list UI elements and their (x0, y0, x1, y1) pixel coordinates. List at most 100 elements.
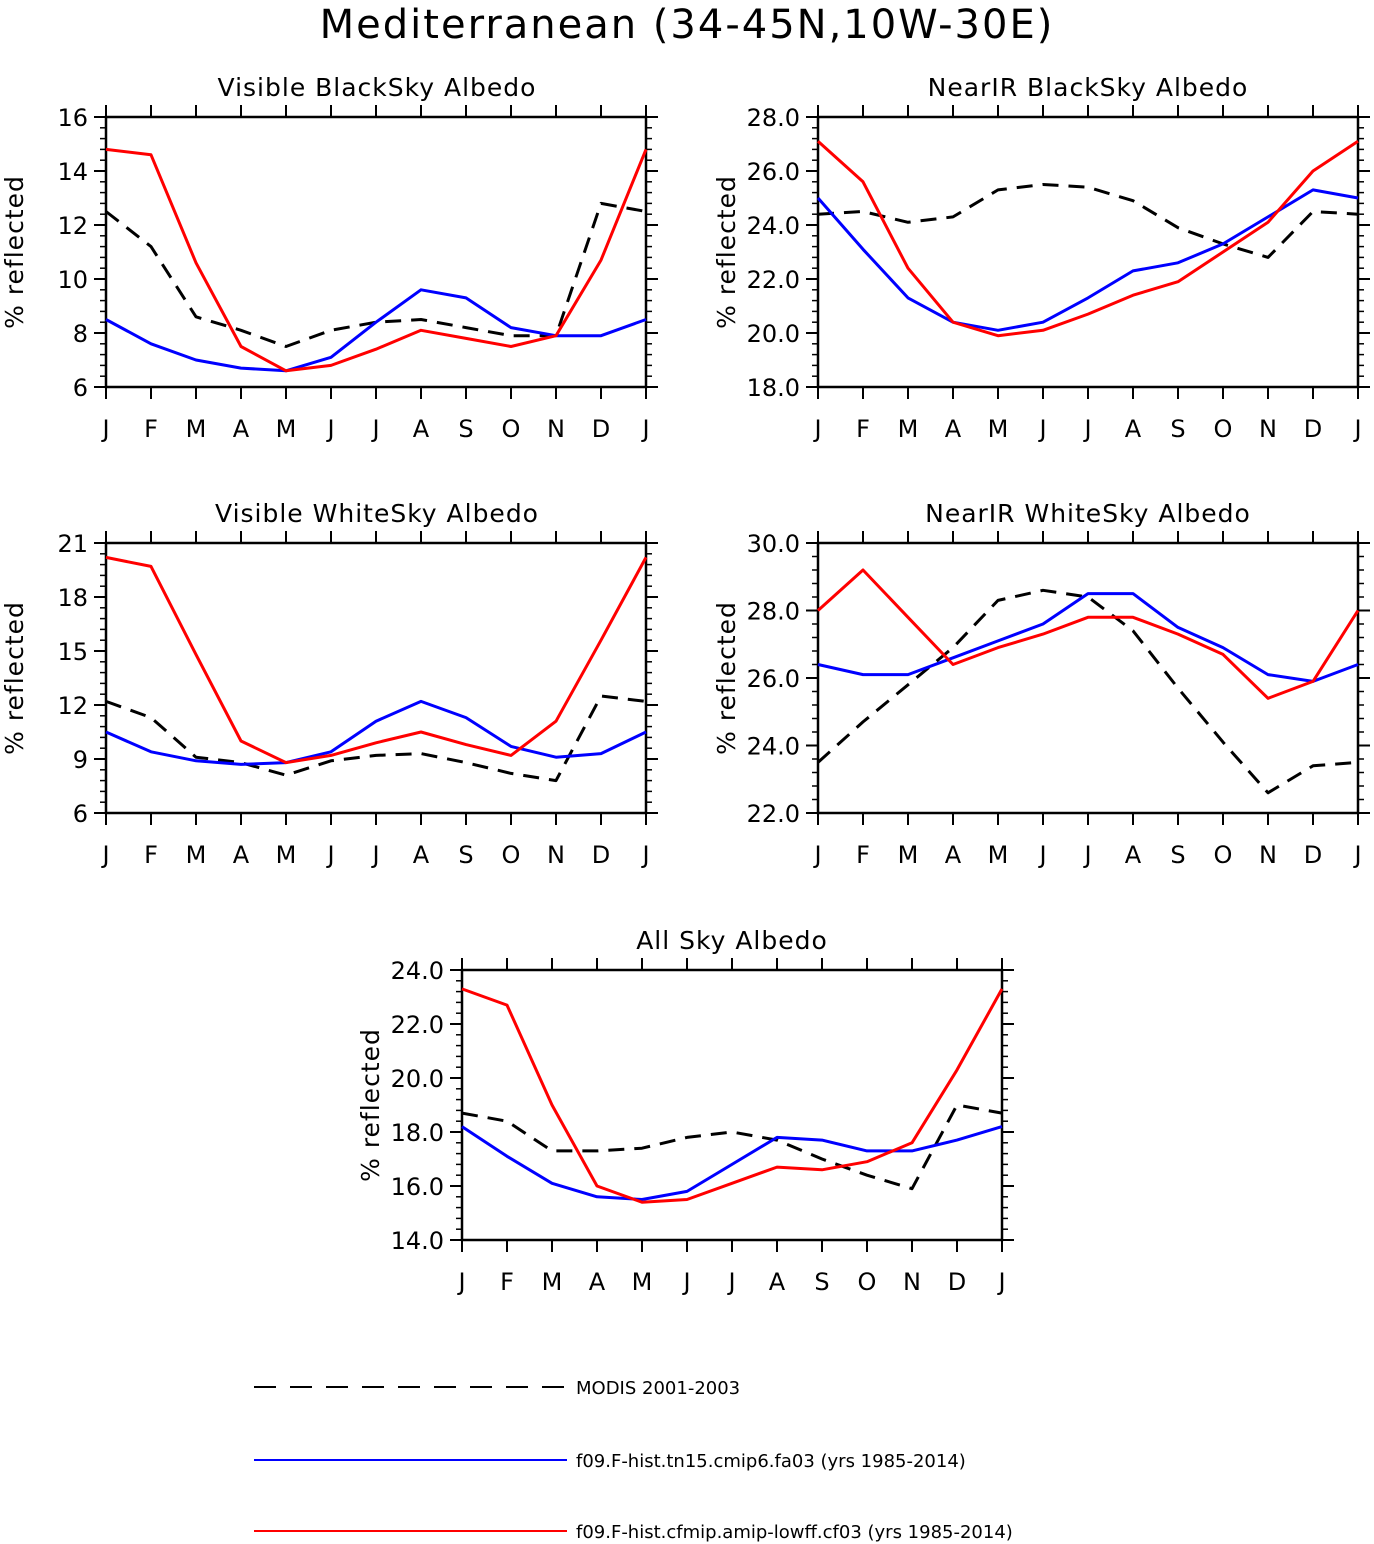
series-line-cf03 (816, 140, 1359, 338)
plot-frame (104, 541, 648, 815)
x-tick-label: S (814, 1268, 829, 1296)
x-tick-label: M (988, 415, 1009, 443)
x-tick-label: A (589, 1268, 606, 1296)
x-tick-label: M (276, 415, 297, 443)
main-title: Mediterranean (34-45N,10W-30E) (320, 2, 1055, 48)
panel-title: All Sky Albedo (636, 926, 828, 955)
x-tick-label: J (456, 1268, 465, 1296)
x-tick-label: S (1170, 841, 1185, 869)
x-tick-label: J (100, 841, 109, 869)
series-line-fa03 (461, 1125, 1003, 1201)
x-tick-label: D (592, 415, 610, 443)
panel-title: NearIR BlackSky Albedo (928, 73, 1249, 102)
x-tick-label: J (1352, 841, 1361, 869)
x-tick-label: M (632, 1268, 653, 1296)
panel-title: Visible BlackSky Albedo (218, 73, 537, 102)
x-tick-label: N (1259, 841, 1277, 869)
x-tick-label: O (858, 1268, 877, 1296)
series-line-modis (461, 1103, 1003, 1191)
y-tick-label: 14.0 (391, 1227, 444, 1255)
x-tick-label: D (948, 1268, 966, 1296)
x-tick-label: N (1259, 415, 1277, 443)
series-line-modis (816, 588, 1359, 795)
y-tick-label: 22.0 (747, 800, 800, 828)
panel-title: NearIR WhiteSky Albedo (925, 499, 1251, 528)
x-tick-label: J (640, 415, 649, 443)
y-axis-label: % reflected (712, 601, 741, 755)
y-tick-label: 12 (57, 692, 88, 720)
y-tick-label: 9 (73, 746, 88, 774)
x-tick-label: A (233, 841, 250, 869)
x-tick-label: M (898, 415, 919, 443)
x-tick-label: O (1214, 841, 1233, 869)
y-axis-label: % reflected (0, 601, 29, 755)
x-tick-label: A (413, 841, 430, 869)
x-tick-label: J (996, 1268, 1005, 1296)
series-line-modis (105, 201, 647, 348)
x-tick-label: F (144, 841, 158, 869)
panel-title: Visible WhiteSky Albedo (215, 499, 539, 528)
x-tick-label: J (812, 841, 821, 869)
plot-frame (460, 968, 1004, 1242)
legend-item-fa03: f09.F-hist.tn15.cmip6.fa03 (yrs 1985-201… (254, 1451, 966, 1472)
x-tick-label: F (856, 415, 870, 443)
x-tick-label: N (903, 1268, 921, 1296)
x-tick-label: J (1352, 415, 1361, 443)
x-tick-label: M (542, 1268, 563, 1296)
x-tick-label: J (370, 841, 379, 869)
x-tick-label: A (1125, 415, 1142, 443)
series-line-fa03 (816, 188, 1359, 332)
y-tick-label: 8 (73, 320, 88, 348)
legend-label: f09.F-hist.cfmip.amip-lowff.cf03 (yrs 19… (576, 1522, 1013, 1543)
series-line-fa03 (105, 288, 647, 373)
y-tick-label: 18.0 (391, 1119, 444, 1147)
y-tick-label: 22.0 (747, 266, 800, 294)
x-tick-label: D (592, 841, 610, 869)
legend-label: MODIS 2001-2003 (576, 1378, 740, 1399)
y-tick-label: 15 (57, 638, 88, 666)
x-tick-label: M (988, 841, 1009, 869)
x-tick-label: D (1304, 415, 1322, 443)
y-tick-label: 16 (57, 104, 88, 132)
x-tick-label: M (276, 841, 297, 869)
y-tick-label: 24.0 (747, 212, 800, 240)
series-line-modis (105, 694, 647, 783)
y-tick-label: 12 (57, 212, 88, 240)
x-tick-label: A (1125, 841, 1142, 869)
x-tick-label: J (370, 415, 379, 443)
x-tick-label: A (233, 415, 250, 443)
x-tick-label: M (186, 415, 207, 443)
x-tick-label: J (100, 415, 109, 443)
y-axis-label: % reflected (712, 175, 741, 329)
x-tick-label: J (325, 415, 334, 443)
y-tick-label: 26.0 (747, 158, 800, 186)
y-tick-label: 28.0 (747, 104, 800, 132)
x-tick-label: J (1082, 841, 1091, 869)
plot-frame (104, 115, 648, 389)
series-line-cf03 (816, 568, 1360, 700)
x-tick-label: J (325, 841, 334, 869)
y-tick-label: 10 (57, 266, 88, 294)
y-tick-label: 6 (73, 374, 88, 402)
y-tick-label: 20.0 (391, 1065, 444, 1093)
legend-label: f09.F-hist.tn15.cmip6.fa03 (yrs 1985-201… (576, 1451, 966, 1472)
x-tick-label: O (502, 415, 521, 443)
x-tick-label: J (812, 415, 821, 443)
x-tick-label: J (1037, 415, 1046, 443)
series-line-fa03 (817, 592, 1359, 683)
x-tick-label: J (640, 841, 649, 869)
y-tick-label: 26.0 (747, 665, 800, 693)
x-tick-label: F (500, 1268, 514, 1296)
x-tick-label: D (1304, 841, 1322, 869)
x-tick-label: S (458, 841, 473, 869)
x-tick-label: J (1037, 841, 1046, 869)
x-tick-label: F (144, 415, 158, 443)
plot-frame (816, 541, 1360, 815)
series-line-modis (817, 183, 1359, 259)
x-tick-label: M (898, 841, 919, 869)
x-tick-label: S (458, 415, 473, 443)
x-tick-label: F (856, 841, 870, 869)
